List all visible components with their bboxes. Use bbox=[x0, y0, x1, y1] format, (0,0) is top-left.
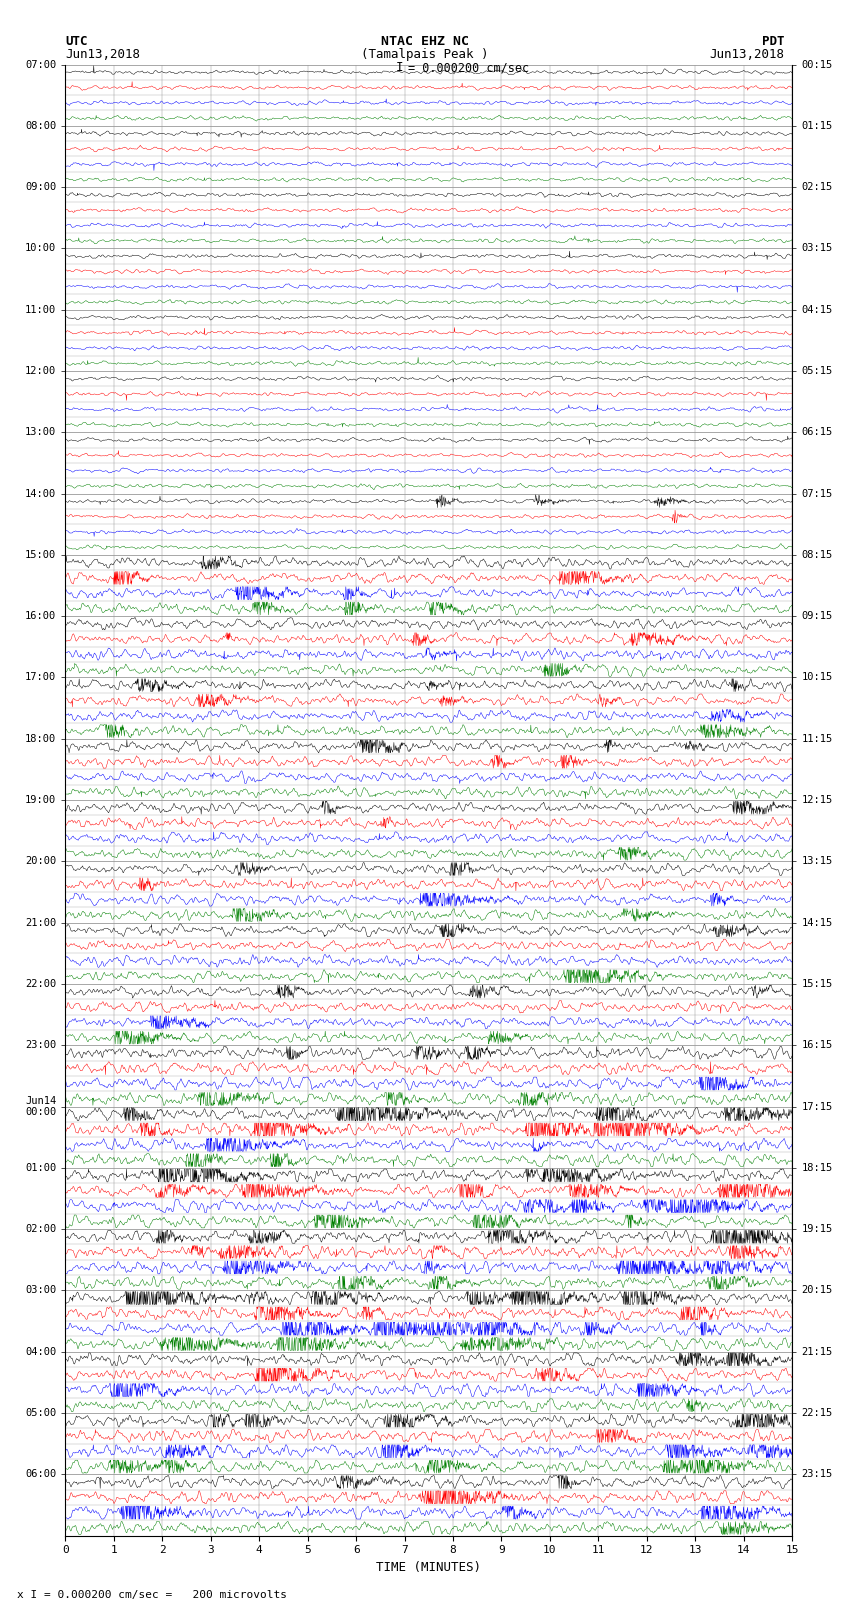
Text: = 0.000200 cm/sec: = 0.000200 cm/sec bbox=[408, 61, 529, 74]
Text: PDT: PDT bbox=[762, 35, 785, 48]
Text: UTC: UTC bbox=[65, 35, 88, 48]
Text: Jun13,2018: Jun13,2018 bbox=[65, 48, 140, 61]
Text: Jun13,2018: Jun13,2018 bbox=[710, 48, 785, 61]
Text: (Tamalpais Peak ): (Tamalpais Peak ) bbox=[361, 48, 489, 61]
Text: NTAC EHZ NC: NTAC EHZ NC bbox=[381, 35, 469, 48]
X-axis label: TIME (MINUTES): TIME (MINUTES) bbox=[377, 1561, 481, 1574]
Text: I: I bbox=[396, 61, 403, 74]
Text: x I = 0.000200 cm/sec =   200 microvolts: x I = 0.000200 cm/sec = 200 microvolts bbox=[17, 1590, 287, 1600]
